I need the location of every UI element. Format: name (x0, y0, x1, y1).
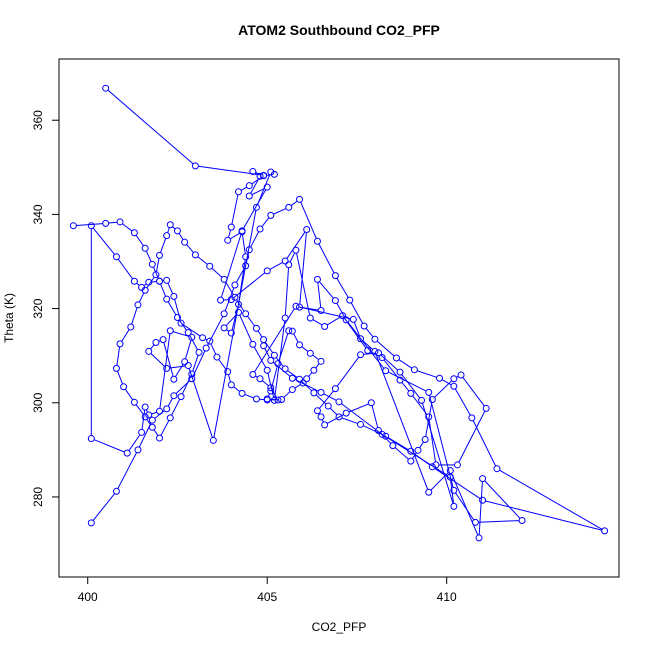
x-tick-label: 400 (78, 590, 98, 604)
y-axis-label: Theta (K) (2, 293, 16, 343)
chart-title: ATOM2 Southbound CO2_PFP (238, 22, 440, 38)
x-tick-label: 410 (437, 590, 457, 604)
y-tick-label: 340 (31, 204, 45, 224)
y-tick-label: 360 (31, 110, 45, 130)
x-tick-label: 405 (257, 590, 277, 604)
y-tick-label: 280 (31, 487, 45, 507)
y-tick-label: 300 (31, 392, 45, 412)
y-tick-label: 320 (31, 298, 45, 318)
x-axis-label: CO2_PFP (312, 620, 367, 634)
